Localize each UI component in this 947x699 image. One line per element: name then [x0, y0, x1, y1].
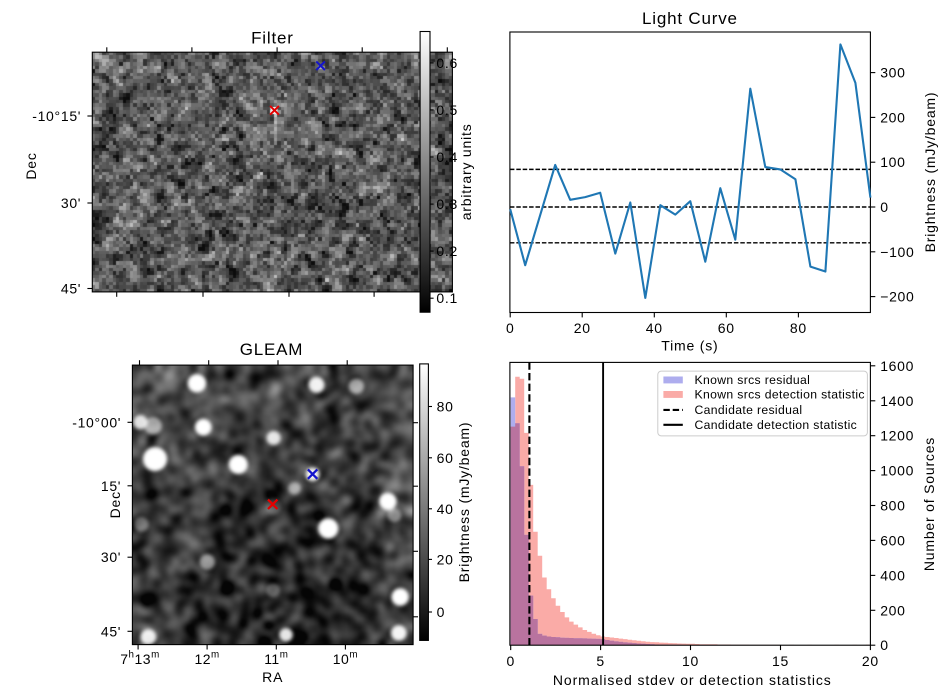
svg-text:80: 80 — [437, 399, 454, 415]
svg-text:0: 0 — [880, 199, 889, 215]
svg-text:arbitrary units: arbitrary units — [458, 123, 474, 220]
svg-text:200: 200 — [880, 602, 905, 618]
svg-text:20: 20 — [574, 320, 591, 336]
svg-text:-10°15': -10°15' — [32, 108, 81, 124]
svg-text:0.5: 0.5 — [436, 102, 458, 118]
svg-text:11m: 11m — [264, 649, 288, 667]
svg-text:0.3: 0.3 — [436, 196, 458, 212]
svg-text:10: 10 — [682, 653, 699, 669]
svg-text:0: 0 — [437, 604, 446, 620]
svg-text:0: 0 — [506, 653, 515, 669]
svg-text:0.6: 0.6 — [436, 55, 458, 71]
svg-text:0.1: 0.1 — [436, 290, 458, 306]
svg-text:7h13m: 7h13m — [120, 649, 160, 667]
svg-text:300: 300 — [880, 65, 905, 81]
svg-text:0.2: 0.2 — [436, 243, 458, 259]
svg-text:1400: 1400 — [880, 393, 914, 409]
svg-text:Dec: Dec — [107, 491, 123, 518]
svg-text:RA: RA — [262, 669, 283, 685]
svg-text:Normalised stdev or detection: Normalised stdev or detection statistics — [553, 672, 832, 688]
svg-text:0: 0 — [880, 637, 889, 653]
svg-text:5: 5 — [596, 653, 605, 669]
svg-text:45': 45' — [61, 281, 81, 297]
svg-text:12m: 12m — [194, 649, 219, 667]
svg-text:Time (s): Time (s) — [661, 337, 718, 353]
svg-text:0: 0 — [506, 320, 515, 336]
svg-text:10m: 10m — [333, 649, 358, 667]
svg-text:30': 30' — [61, 195, 81, 211]
svg-text:100: 100 — [880, 154, 905, 170]
svg-text:GLEAM: GLEAM — [240, 340, 304, 359]
svg-text:30': 30' — [101, 549, 121, 565]
svg-text:0.4: 0.4 — [436, 149, 458, 165]
svg-text:200: 200 — [880, 109, 905, 125]
svg-text:60: 60 — [437, 450, 454, 466]
svg-text:Brightness (mJy/beam): Brightness (mJy/beam) — [922, 92, 938, 253]
svg-text:Filter: Filter — [251, 29, 294, 48]
svg-text:−200: −200 — [880, 289, 914, 305]
svg-text:600: 600 — [880, 532, 905, 548]
svg-text:15': 15' — [101, 478, 121, 494]
svg-text:Candidate residual: Candidate residual — [695, 403, 803, 417]
svg-text:45': 45' — [101, 623, 121, 639]
svg-text:60: 60 — [718, 320, 735, 336]
svg-text:40: 40 — [437, 501, 454, 517]
svg-text:Known srcs residual: Known srcs residual — [695, 373, 811, 387]
svg-text:Dec: Dec — [23, 152, 39, 179]
svg-text:1200: 1200 — [880, 428, 914, 444]
svg-text:Number of Sources: Number of Sources — [921, 437, 937, 571]
svg-text:800: 800 — [880, 498, 905, 514]
svg-text:15: 15 — [772, 653, 789, 669]
svg-text:Brightness (mJy/beam): Brightness (mJy/beam) — [456, 422, 472, 583]
svg-text:40: 40 — [646, 320, 663, 336]
svg-text:80: 80 — [790, 320, 807, 336]
svg-text:-10°00': -10°00' — [72, 414, 121, 430]
svg-text:−100: −100 — [880, 244, 914, 260]
svg-text:Known srcs detection statistic: Known srcs detection statistic — [695, 387, 865, 401]
svg-text:20: 20 — [862, 653, 879, 669]
svg-text:Candidate detection statistic: Candidate detection statistic — [695, 418, 858, 432]
svg-text:20: 20 — [437, 551, 454, 567]
svg-text:Light Curve: Light Curve — [642, 9, 738, 28]
svg-text:400: 400 — [880, 567, 905, 583]
svg-text:1000: 1000 — [880, 463, 914, 479]
svg-text:1600: 1600 — [880, 358, 914, 374]
